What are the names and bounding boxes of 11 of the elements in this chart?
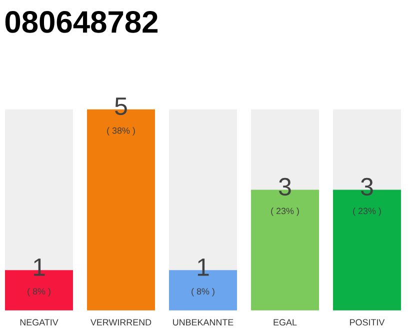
x-tick-label: EGAL	[274, 319, 297, 326]
annotation: ( 38% )	[107, 127, 135, 136]
x-tick-label: VERWIRREND	[90, 319, 152, 326]
x-tick-label: POSITIV	[350, 319, 385, 326]
annotation: ( 8% )	[192, 288, 214, 296]
annotation: ( 8% )	[28, 288, 50, 296]
annotation: ( 23% )	[353, 208, 381, 216]
annotation: ( 23% )	[271, 208, 299, 216]
chart-title: 080648782	[5, 11, 158, 33]
x-tick-label: NEGATIV	[20, 319, 58, 326]
x-tick-label: UNBEKANNTE	[173, 319, 234, 326]
